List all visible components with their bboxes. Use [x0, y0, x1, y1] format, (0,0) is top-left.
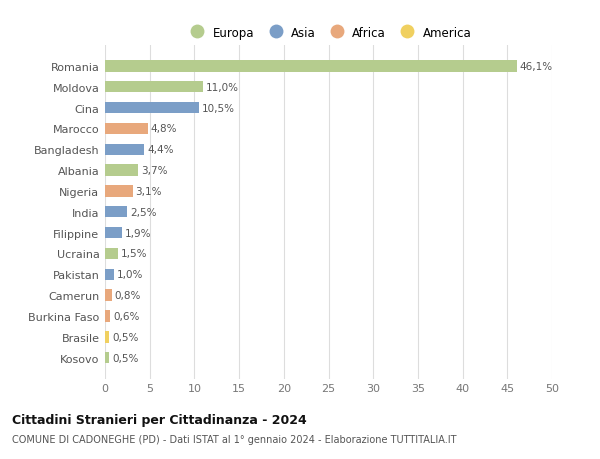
Bar [105, 144, 145, 156]
Bar [105, 248, 118, 260]
Text: 1,0%: 1,0% [116, 270, 143, 280]
Text: 0,5%: 0,5% [112, 353, 139, 363]
Text: 1,9%: 1,9% [125, 228, 151, 238]
Text: 10,5%: 10,5% [202, 103, 235, 113]
Text: 46,1%: 46,1% [520, 62, 553, 72]
Text: 3,7%: 3,7% [141, 166, 167, 176]
Legend: Europa, Asia, Africa, America: Europa, Asia, Africa, America [181, 22, 476, 44]
Bar [105, 290, 112, 301]
Text: COMUNE DI CADONEGHE (PD) - Dati ISTAT al 1° gennaio 2024 - Elaborazione TUTTITAL: COMUNE DI CADONEGHE (PD) - Dati ISTAT al… [12, 434, 457, 444]
Text: 2,5%: 2,5% [130, 207, 157, 217]
Text: 0,6%: 0,6% [113, 311, 139, 321]
Bar [105, 103, 199, 114]
Text: 11,0%: 11,0% [206, 83, 239, 93]
Bar [105, 82, 203, 93]
Bar [105, 165, 138, 176]
Text: 4,8%: 4,8% [151, 124, 177, 134]
Bar [105, 61, 517, 73]
Bar [105, 227, 122, 239]
Text: Cittadini Stranieri per Cittadinanza - 2024: Cittadini Stranieri per Cittadinanza - 2… [12, 413, 307, 426]
Bar [105, 123, 148, 135]
Text: 4,4%: 4,4% [147, 145, 173, 155]
Bar [105, 331, 109, 343]
Text: 1,5%: 1,5% [121, 249, 148, 259]
Text: 3,1%: 3,1% [136, 186, 162, 196]
Bar [105, 311, 110, 322]
Bar [105, 207, 127, 218]
Text: 0,5%: 0,5% [112, 332, 139, 342]
Bar [105, 186, 133, 197]
Bar [105, 269, 114, 280]
Bar [105, 352, 109, 364]
Text: 0,8%: 0,8% [115, 291, 141, 301]
